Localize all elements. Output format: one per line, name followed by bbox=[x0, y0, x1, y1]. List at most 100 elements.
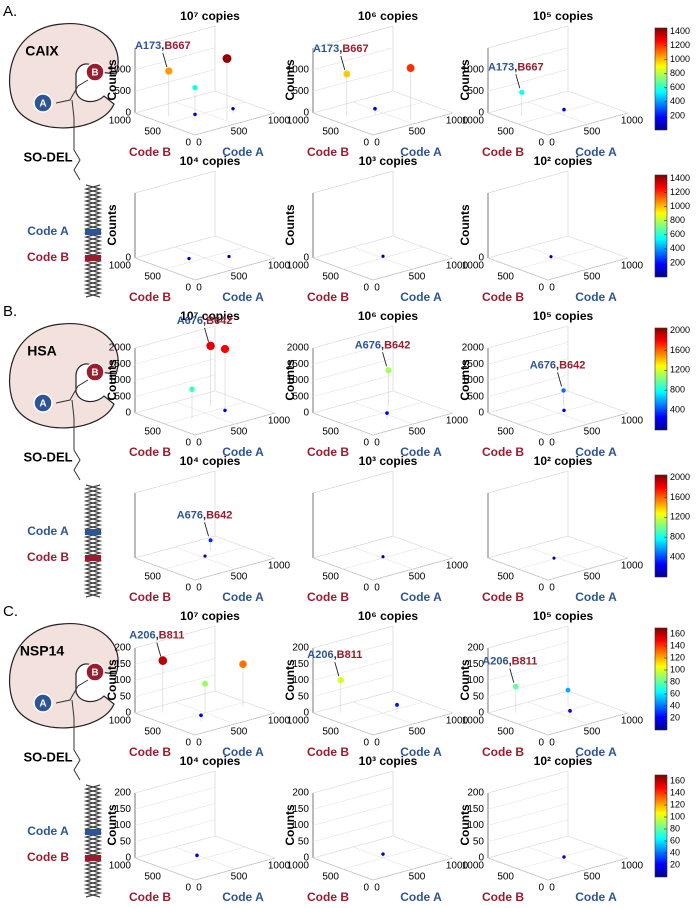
plot-title: 10⁶ copies bbox=[358, 309, 419, 323]
x-axis-label: Code A bbox=[400, 445, 442, 459]
grid-line bbox=[372, 712, 454, 736]
z-tick-label: 0 bbox=[303, 253, 309, 264]
x-axis-label: Code A bbox=[575, 445, 617, 459]
x-tick-label: 1000 bbox=[268, 261, 291, 272]
annotation-part: , bbox=[381, 339, 384, 351]
grid-line bbox=[517, 846, 599, 870]
z-tick-label: 1000 bbox=[109, 375, 132, 386]
annotation-part: B642 bbox=[206, 509, 232, 521]
x-tick-label: 500 bbox=[231, 127, 248, 138]
z-tick-label: 150 bbox=[467, 659, 484, 670]
data-point bbox=[192, 84, 198, 91]
pocket-a-label: A bbox=[39, 99, 46, 110]
cartoon: A B NSP14 SO-DEL Code A Code B bbox=[9, 622, 119, 898]
code-b-label: Code B bbox=[27, 550, 69, 564]
y-tick-label: 0 bbox=[538, 283, 544, 294]
y-tick-label: 1000 bbox=[287, 861, 310, 872]
y-tick-label: 500 bbox=[497, 872, 514, 883]
z-tick-label: 0 bbox=[125, 708, 131, 719]
colorbar bbox=[654, 27, 668, 131]
pocket-a bbox=[33, 393, 53, 413]
data-point bbox=[395, 702, 399, 707]
z-tick-label: 150 bbox=[292, 804, 309, 815]
annotation-arrow bbox=[557, 372, 562, 387]
annotation-part: A676 bbox=[177, 509, 203, 521]
x-tick-label: 500 bbox=[584, 872, 601, 883]
data-point bbox=[195, 853, 199, 858]
annotation-part: B642 bbox=[206, 315, 232, 327]
z-tick-label: 500 bbox=[114, 391, 131, 402]
data-point bbox=[568, 709, 572, 713]
grid-line bbox=[312, 374, 394, 398]
data-point bbox=[199, 713, 203, 718]
grid-line bbox=[517, 101, 599, 125]
z-tick-label: 200 bbox=[292, 643, 309, 654]
colorbar-tick-label: 40 bbox=[670, 700, 680, 710]
plot-title: 10⁵ copies bbox=[533, 9, 594, 23]
y-tick-label: 500 bbox=[322, 727, 339, 738]
colorbar-tick-label: 20 bbox=[670, 859, 680, 869]
annotation-part: B811 bbox=[512, 656, 538, 668]
annotation-part: B667 bbox=[342, 43, 368, 55]
z-tick-label: 150 bbox=[114, 659, 131, 670]
grid-line bbox=[547, 712, 629, 736]
y-axis-label: Code B bbox=[129, 590, 171, 604]
colorbar-tick-label: 40 bbox=[670, 847, 680, 857]
pocket-a-label: A bbox=[39, 399, 46, 410]
y-tick-label: 0 bbox=[363, 883, 369, 894]
y-tick-label: 1000 bbox=[109, 716, 132, 727]
x-tick-label: 1000 bbox=[268, 561, 291, 572]
x-tick-label: 0 bbox=[196, 438, 202, 449]
y-tick-label: 500 bbox=[322, 127, 339, 138]
x-tick-label: 500 bbox=[409, 727, 426, 738]
y-tick-label: 1000 bbox=[462, 116, 485, 127]
box-edge bbox=[487, 25, 569, 49]
x-axis-label: Code A bbox=[400, 145, 442, 159]
grid-line bbox=[194, 412, 276, 436]
z-tick-label: 1000 bbox=[462, 375, 485, 386]
annotation-part: , bbox=[203, 509, 206, 521]
x-tick-label: 500 bbox=[231, 272, 248, 283]
x-tick-label: 1000 bbox=[621, 116, 644, 127]
panel-label: C. bbox=[3, 603, 18, 620]
grid-line bbox=[312, 69, 394, 92]
annotation-part: , bbox=[161, 40, 164, 52]
y-tick-label: 500 bbox=[322, 427, 339, 438]
colorbar-tick-label: 1600 bbox=[670, 492, 690, 502]
y-axis-label: Code B bbox=[482, 145, 524, 159]
grid-line bbox=[487, 770, 569, 794]
annotation: A676,B642 bbox=[355, 339, 411, 351]
grid-line bbox=[194, 557, 276, 581]
y-tick-label: 0 bbox=[538, 138, 544, 149]
z-tick-label: 0 bbox=[125, 408, 131, 419]
z-tick-label: 50 bbox=[120, 691, 132, 702]
z-axis-label: Counts bbox=[458, 659, 472, 701]
x-tick-label: 0 bbox=[549, 283, 555, 294]
annotation-part: A676 bbox=[530, 359, 556, 371]
grid-line bbox=[134, 674, 216, 698]
x-tick-label: 1000 bbox=[446, 116, 469, 127]
y-axis-label: Code B bbox=[482, 590, 524, 604]
x-axis-label: Code A bbox=[222, 445, 264, 459]
grid-line bbox=[312, 770, 394, 794]
grid-line bbox=[342, 101, 424, 125]
y-tick-label: 0 bbox=[185, 738, 191, 749]
pocket-b-label: B bbox=[91, 668, 98, 679]
z-tick-label: 200 bbox=[467, 788, 484, 799]
annotation-part: B642 bbox=[559, 359, 585, 371]
annotation-part: A206 bbox=[307, 649, 333, 661]
grid-line bbox=[372, 412, 454, 436]
x-tick-label: 0 bbox=[196, 738, 202, 749]
z-axis-label: Counts bbox=[283, 204, 297, 246]
x-tick-label: 500 bbox=[231, 727, 248, 738]
dna-strand bbox=[83, 784, 103, 898]
data-point bbox=[512, 683, 519, 690]
grid-line bbox=[134, 819, 216, 843]
colorbar-tick-label: 1000 bbox=[670, 54, 690, 64]
grid-line bbox=[164, 401, 246, 425]
z-tick-label: 200 bbox=[467, 643, 484, 654]
code-b-label: Code B bbox=[27, 250, 69, 264]
z-tick-label: 1500 bbox=[462, 359, 485, 370]
annotation-arrow bbox=[515, 74, 521, 89]
